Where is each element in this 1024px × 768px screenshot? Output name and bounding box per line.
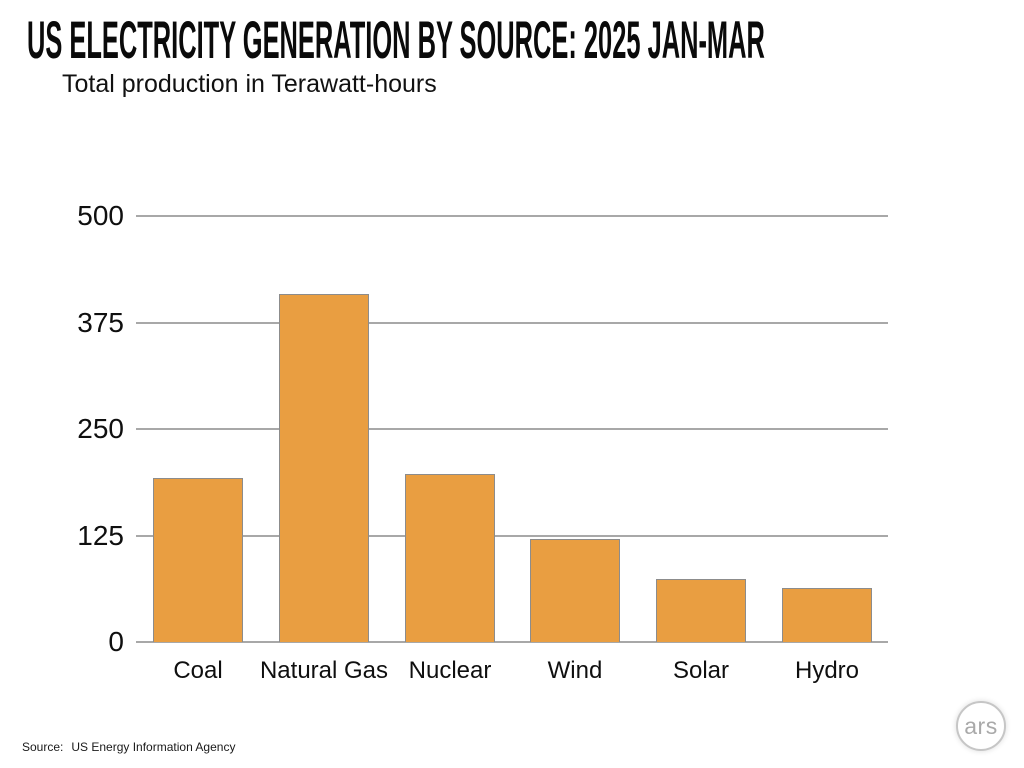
source-value: US Energy Information Agency — [71, 740, 236, 754]
y-tick-label-0: 0 — [108, 626, 124, 657]
x-tick-label-coal: Coal — [173, 657, 223, 684]
gridline-500 — [136, 215, 888, 217]
bar-wind — [530, 538, 620, 642]
bar-hydro — [782, 588, 872, 642]
chart-subtitle: Total production in Terawatt-hours — [62, 70, 437, 98]
y-tick-label-125: 125 — [77, 519, 124, 551]
gridline-125 — [136, 534, 888, 537]
y-tick-label-250: 250 — [77, 413, 124, 444]
x-tick-label-natural-gas: Natural Gas — [259, 657, 389, 684]
ars-logo-text: ars — [964, 712, 998, 739]
gridline-0 — [136, 641, 888, 643]
x-tick-label-hydro: Hydro — [794, 657, 860, 684]
bar-natural-gas — [279, 293, 369, 642]
x-tick-label-wind: Wind — [547, 657, 603, 684]
bar-nuclear — [405, 474, 495, 642]
source-label: Source: — [22, 740, 64, 754]
x-tick-label-nuclear: Nuclear — [408, 657, 492, 684]
ars-logo: ars — [956, 701, 1006, 751]
page-title: US ELECTRICITY GENERATION BY SOURCE: 202… — [27, 11, 765, 70]
bar-solar — [656, 578, 746, 642]
y-tick-label-375: 375 — [77, 306, 124, 338]
bar-coal — [153, 477, 243, 642]
gridline-250 — [136, 428, 888, 430]
gridline-375 — [136, 321, 888, 324]
source-note: Source: US Energy Information Agency — [22, 740, 235, 754]
x-tick-label-solar: Solar — [672, 657, 730, 684]
y-tick-label-500: 500 — [77, 200, 124, 231]
